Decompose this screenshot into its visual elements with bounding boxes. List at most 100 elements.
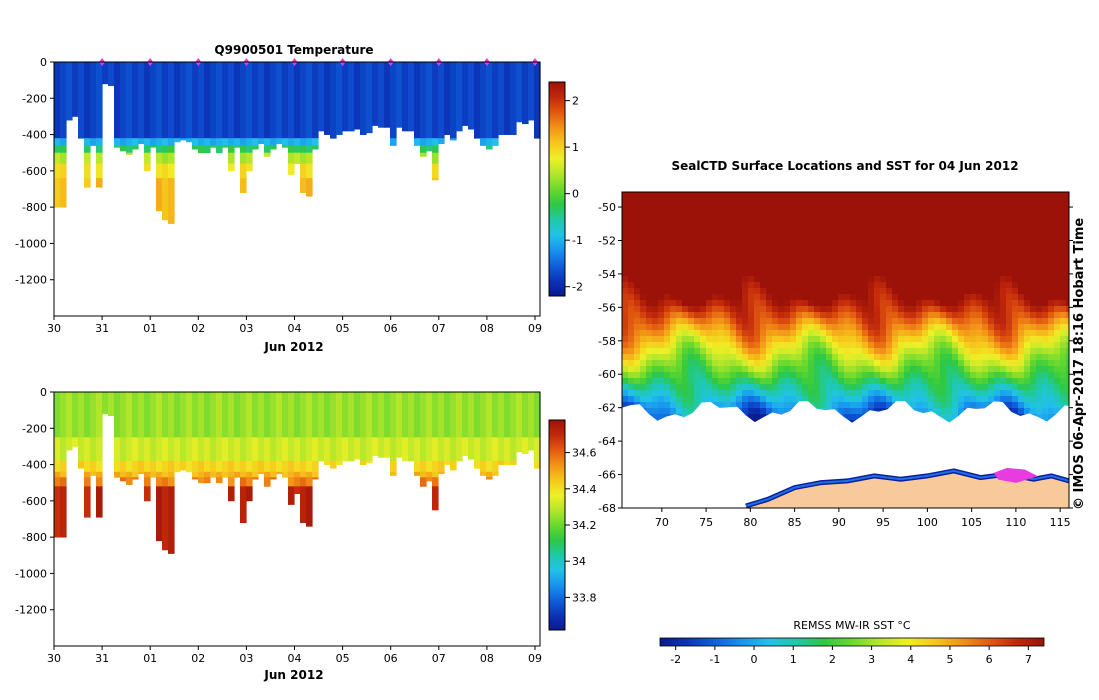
sst-cell <box>916 192 923 199</box>
colorbar-tick-label: -2 <box>572 281 583 294</box>
profile-cell <box>384 437 391 458</box>
sst-cell <box>940 210 947 217</box>
sst-cell <box>802 252 809 259</box>
sst-cell <box>880 330 887 337</box>
profile-cell <box>264 471 271 478</box>
sst-cell <box>808 330 815 337</box>
sst-cell <box>958 372 965 379</box>
profile-cell <box>432 477 439 487</box>
sst-cell <box>766 270 773 277</box>
sst-cell <box>1060 336 1067 343</box>
sst-cell <box>748 372 755 379</box>
sst-cell <box>862 372 869 379</box>
y-tick-label: 0 <box>40 386 47 399</box>
profile-cell <box>348 62 355 132</box>
sst-cell <box>712 378 719 385</box>
sst-cell <box>844 216 851 223</box>
sst-cell <box>934 336 941 343</box>
sst-cell <box>862 282 869 289</box>
sst-cell <box>808 282 815 289</box>
sst-cell <box>850 252 857 259</box>
y-tick-label: 0 <box>40 56 47 69</box>
profile-cell <box>78 460 85 469</box>
profile-cell <box>450 460 457 471</box>
sst-cell <box>784 402 791 409</box>
sst-cell <box>856 372 863 379</box>
profile-cell <box>90 392 97 438</box>
profile-cell <box>120 471 127 478</box>
sst-cell <box>766 264 773 271</box>
sst-cell <box>904 282 911 289</box>
sst-cell <box>628 354 635 361</box>
sst-cell <box>934 342 941 349</box>
sst-cell <box>1048 336 1055 343</box>
sst-cell <box>826 318 833 325</box>
sst-cell <box>940 246 947 253</box>
sst-cell <box>658 348 665 355</box>
sst-cell <box>904 348 911 355</box>
profile-cell <box>240 152 247 164</box>
sst-cell <box>700 210 707 217</box>
profile-cell <box>138 460 145 473</box>
sst-cell <box>772 372 779 379</box>
sst-cell <box>784 336 791 343</box>
sst-cell <box>838 366 845 373</box>
sst-cell <box>910 210 917 217</box>
sst-cell <box>850 240 857 247</box>
profile-cell <box>162 163 169 179</box>
sst-cell <box>1000 336 1007 343</box>
sst-cell <box>856 336 863 343</box>
sst-cell <box>874 366 881 373</box>
sst-cell <box>862 396 869 403</box>
sst-cell <box>1024 300 1031 307</box>
sst-cell <box>850 330 857 337</box>
sst-cell <box>892 228 899 235</box>
sst-cell <box>778 252 785 259</box>
sst-cell <box>1048 282 1055 289</box>
sst-cell <box>922 306 929 313</box>
sst-cell <box>832 372 839 379</box>
sst-cell <box>928 378 935 385</box>
sst-cell <box>802 234 809 241</box>
profile-cell <box>288 62 295 139</box>
sst-cell <box>640 192 647 199</box>
sst-cell <box>910 264 917 271</box>
sst-cell <box>730 318 737 325</box>
sst-cell <box>1018 258 1025 265</box>
sst-cell <box>754 264 761 271</box>
profile-cell <box>480 460 487 473</box>
sst-cell <box>928 318 935 325</box>
profile-cell <box>486 437 493 462</box>
sst-cell <box>688 378 695 385</box>
sst-cell <box>652 396 659 403</box>
profile-cell <box>192 392 199 438</box>
sst-cell <box>706 204 713 211</box>
sst-cell <box>856 294 863 301</box>
sst-cell <box>778 270 785 277</box>
sst-cell <box>1000 294 1007 301</box>
sst-cell <box>718 300 725 307</box>
sst-cell <box>640 204 647 211</box>
sst-cell <box>742 390 749 397</box>
sst-cell <box>1060 360 1067 367</box>
sst-cell <box>736 384 743 391</box>
sst-cell <box>1024 198 1031 205</box>
sst-cell <box>988 210 995 217</box>
sst-cell <box>952 252 959 259</box>
sst-cell <box>982 270 989 277</box>
profile-cell <box>498 392 505 438</box>
profile-cell <box>324 392 331 438</box>
sst-cell <box>952 264 959 271</box>
sst-cell <box>1042 198 1049 205</box>
sst-cell <box>736 276 743 283</box>
sst-cell <box>886 216 893 223</box>
sst-cell <box>724 198 731 205</box>
sst-cell <box>646 402 653 409</box>
profile-cell <box>354 437 361 460</box>
sst-cell <box>802 312 809 319</box>
sst-cell <box>718 306 725 313</box>
sst-cell <box>748 204 755 211</box>
sst-cell <box>1066 384 1069 391</box>
profile-cell <box>318 62 325 132</box>
sst-cell <box>808 390 815 397</box>
